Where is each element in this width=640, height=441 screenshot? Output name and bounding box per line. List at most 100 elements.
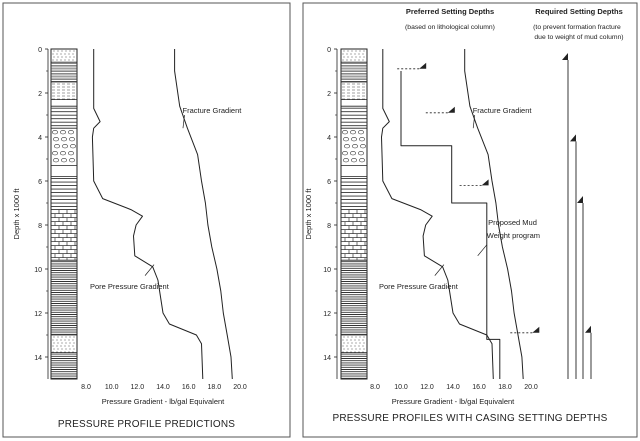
right-sand-dot (351, 50, 353, 52)
required-setting-note-line1: (to prevent formation fracture (533, 24, 621, 31)
right-y-tick-label: 6 (327, 179, 331, 186)
left-sand-dot (65, 336, 67, 338)
right-pebble (358, 151, 364, 156)
right-sand-dot (358, 345, 360, 347)
preferred-depth-marker (532, 326, 540, 333)
right-sand-dot (346, 53, 348, 55)
left-sand-dot (61, 336, 63, 338)
left-fracture-label: Fracture Gradient (183, 106, 243, 115)
right-sand-dot (350, 59, 352, 61)
right-sand-dot (363, 336, 365, 338)
left-sand-dot (53, 50, 55, 52)
right-pebble (351, 158, 357, 163)
right-sand-dot (350, 345, 352, 347)
right-pebble (344, 144, 350, 149)
right-sand-dot (362, 59, 364, 61)
left-x-tick-label: 18.0 (208, 384, 222, 391)
right-pebble (352, 144, 358, 149)
right-sand-dot (358, 59, 360, 61)
left-sand-dot (56, 59, 58, 61)
left-sand-dot (52, 339, 54, 341)
right-sand-dot (351, 342, 353, 344)
left-y-tick-label: 4 (38, 135, 42, 142)
left-fracture-leader (182, 114, 185, 129)
left-sand-dot (52, 53, 54, 55)
right-sand-dot (347, 336, 349, 338)
right-sand-dot (350, 339, 352, 341)
left-pore-pressure-gradient-line (91, 49, 204, 380)
left-sand-dot (72, 345, 74, 347)
right-chart: 0 2 4 6 8 10 12 14 Depth x 1000 ft 8.0 10.0 12.0 14.… (302, 2, 638, 438)
left-y-tick-label: 0 (38, 47, 42, 54)
left-pebble (61, 158, 67, 163)
left-sand-dot (60, 339, 62, 341)
left-sand-dot (64, 339, 66, 341)
right-sand-dot (343, 342, 345, 344)
right-x-axis-label: Pressure Gradient - lb/gal Equivalent (392, 397, 515, 406)
left-sand-dot (52, 59, 54, 61)
left-sand-dot (57, 50, 59, 52)
right-x-tick-label: 10.0 (394, 384, 408, 391)
right-sand-dot (362, 53, 364, 55)
left-pebble (68, 151, 74, 156)
right-pebble (351, 137, 357, 142)
right-sand-dot (363, 342, 365, 344)
right-sand-dot (354, 345, 356, 347)
right-sand-dot (346, 59, 348, 61)
left-pebble (69, 158, 75, 163)
left-sand-dot (72, 339, 74, 341)
right-sand-dot (354, 53, 356, 55)
left-sand-dot (53, 342, 55, 344)
left-pore-leader (144, 264, 155, 276)
right-sand-dot (347, 50, 349, 52)
right-pebble (358, 130, 364, 135)
right-sand-dot (362, 339, 364, 341)
left-x-tick-label: 20.0 (233, 384, 247, 391)
left-caption: PRESSURE PROFILE PREDICTIONS (58, 419, 235, 430)
left-chart-panel: 0 2 4 6 8 10 12 14 Depth x 1000 ft 8.0 10.0 12.0 14.… (0, 0, 291, 441)
left-sand-dot (69, 336, 71, 338)
left-sand-dot (64, 59, 66, 61)
left-sand-dot (68, 345, 70, 347)
left-sand-dot (52, 345, 54, 347)
left-pebble (68, 130, 74, 135)
left-border (2, 2, 291, 438)
preferred-setting-note: (based on lithological column) (405, 24, 495, 31)
right-y-tick-label: 2 (327, 91, 331, 98)
left-pebble (61, 137, 67, 142)
right-sand-dot (343, 348, 345, 350)
left-sand-dot (73, 336, 75, 338)
left-pebble (54, 144, 60, 149)
left-sand-dot (56, 339, 58, 341)
right-x-tick-label: 8.0 (370, 384, 380, 391)
right-pore-label: Pore Pressure Gradient (379, 282, 459, 291)
right-sand-dot (342, 53, 344, 55)
right-pebble (350, 130, 356, 135)
left-pebble (62, 144, 68, 149)
right-pebble (360, 144, 366, 149)
left-y-tick-label: 2 (38, 91, 42, 98)
right-sand-dot (351, 336, 353, 338)
right-sand-dot (342, 339, 344, 341)
right-y-tick-label: 8 (327, 223, 331, 230)
left-sand-dot (56, 345, 58, 347)
left-sand-dot (53, 348, 55, 350)
preferred-depth-marker (481, 179, 489, 186)
left-sand-dot (57, 336, 59, 338)
left-sand-dot (57, 56, 59, 58)
right-x-tick-label: 14.0 (446, 384, 460, 391)
right-sand-dot (354, 59, 356, 61)
right-sand-dot (342, 345, 344, 347)
left-pore-label: Pore Pressure Gradient (90, 282, 170, 291)
left-x-tick-label: 12.0 (131, 384, 145, 391)
left-sand-dot (56, 53, 58, 55)
right-fracture-label: Fracture Gradient (473, 106, 533, 115)
right-sand-dot (359, 348, 361, 350)
preferred-depth-marker (447, 106, 455, 113)
right-y-tick-label: 12 (323, 311, 331, 318)
right-x-tick-label: 20.0 (524, 384, 538, 391)
right-pebble (343, 137, 349, 142)
left-sand-dot (68, 339, 70, 341)
required-depth-marker (577, 196, 583, 203)
right-sand-dot (358, 339, 360, 341)
